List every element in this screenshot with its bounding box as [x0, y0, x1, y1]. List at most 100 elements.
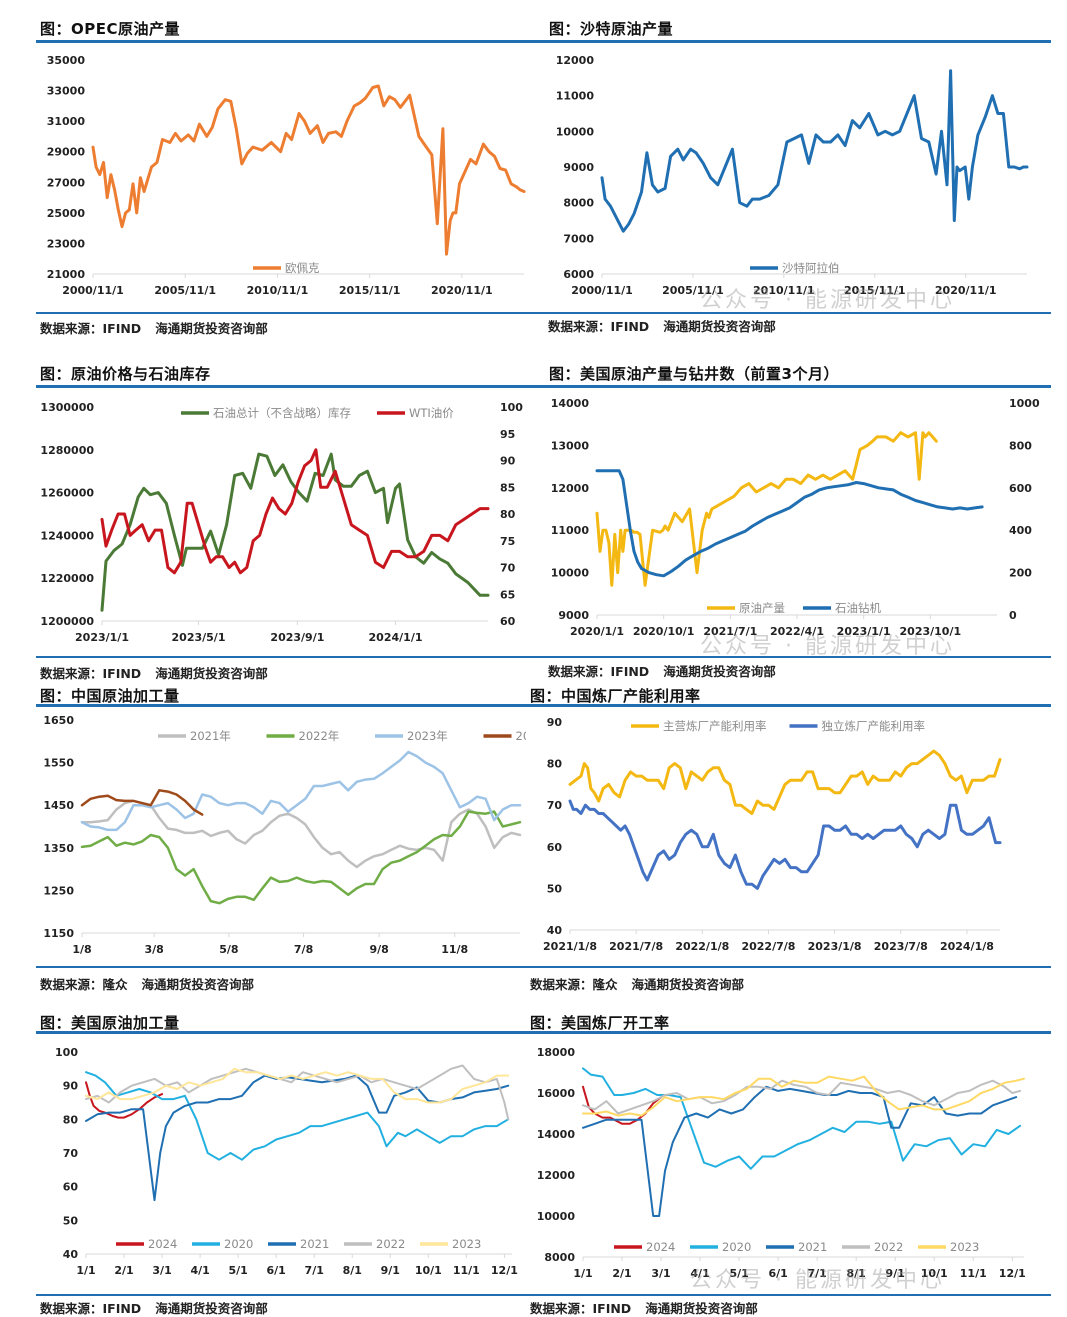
- source-provider: 数据来源：IFIND: [40, 1301, 142, 1316]
- x-tick-label: 2021/7/8: [609, 940, 663, 953]
- y-tick-label: 40: [547, 924, 563, 937]
- series-line-石油总计（不含战略）库存: [100, 452, 490, 612]
- y-tick-label: 12000: [556, 54, 595, 67]
- x-tick-label: 6/1: [768, 1267, 787, 1280]
- x-tick-label: 2023/9/1: [270, 631, 324, 644]
- x-tick-label: 2015/11/1: [844, 284, 906, 297]
- y-tick-label: 35000: [47, 54, 86, 67]
- y-tick-label: 23000: [47, 237, 86, 250]
- y2-tick-label: 70: [500, 562, 516, 575]
- y-tick-label: 1220000: [40, 572, 94, 585]
- series-line-2023: [85, 1067, 510, 1104]
- y-tick-label: 29000: [47, 146, 86, 159]
- source-dept: 海通期货投资咨询部: [155, 321, 268, 336]
- x-tick-label: 5/1: [228, 1264, 247, 1277]
- y-tick-label: 12000: [551, 482, 590, 495]
- data-source-us-production-rigs: 数据来源：IFIND 海通期货投资咨询部: [548, 661, 776, 680]
- y-tick-label: 1550: [43, 757, 74, 770]
- y-tick-label: 50: [63, 1214, 79, 1227]
- y-tick-label: 80: [547, 758, 563, 771]
- y-tick-label: 1150: [43, 927, 74, 940]
- x-tick-label: 5/1: [729, 1267, 748, 1280]
- x-tick-label: 7/1: [305, 1264, 324, 1277]
- x-tick-label: 2022/7/8: [741, 940, 795, 953]
- legend-label: 2024: [148, 1237, 177, 1251]
- x-tick-label: 2020/11/1: [431, 284, 493, 297]
- series-line-2022: [582, 1079, 1022, 1115]
- y-tick-label: 50: [547, 882, 563, 895]
- x-tick-label: 2023/1/1: [837, 625, 891, 638]
- legend-label: 2021: [798, 1240, 827, 1254]
- y-tick-label: 60: [63, 1181, 79, 1194]
- source-provider: 数据来源：IFIND: [548, 319, 650, 334]
- y-tick-label: 14000: [537, 1128, 576, 1141]
- chart-title-us-runs: 图：美国原油加工量: [40, 1014, 180, 1032]
- y2-tick-label: 800: [1009, 439, 1032, 452]
- y-tick-label: 1450: [43, 799, 74, 812]
- x-tick-label: 1/1: [76, 1264, 95, 1277]
- y-tick-label: 11000: [556, 90, 595, 103]
- y-tick-label: 7000: [563, 232, 594, 245]
- y2-tick-label: 85: [500, 481, 515, 494]
- data-source-us-utilization: 数据来源：IFIND 海通期货投资咨询部: [530, 1298, 758, 1317]
- y-tick-label: 13000: [551, 439, 590, 452]
- y-tick-label: 90: [63, 1080, 79, 1093]
- source-provider: 数据来源：IFIND: [40, 321, 142, 336]
- title-rule: [36, 1031, 1051, 1034]
- chart-us-runs: 40 50 60 70 80 90 100 1/1 2/1 3/1 4/1 5/1 6/1 7/1 8/1 9…: [55, 1046, 518, 1277]
- y2-tick-label: 90: [500, 455, 516, 468]
- legend-label: 2023: [452, 1237, 481, 1251]
- y-tick-label: 9000: [558, 609, 589, 622]
- legend-label: 2022: [376, 1237, 405, 1251]
- source-dept: 海通期货投资咨询部: [141, 977, 255, 992]
- y2-tick-label: 1000: [1009, 397, 1040, 410]
- legend-label: 2021: [300, 1237, 329, 1251]
- y-tick-label: 1650: [43, 714, 74, 727]
- y-tick-label: 33000: [47, 85, 86, 98]
- y-tick-label: 1240000: [40, 529, 94, 542]
- source-rule: [36, 966, 1051, 968]
- x-tick-label: 2024/1/1: [369, 631, 423, 644]
- y-tick-label: 1300000: [40, 401, 94, 414]
- y-tick-label: 18000: [537, 1046, 576, 1059]
- series-line-2020: [582, 1067, 1022, 1170]
- data-source-china-runs: 数据来源：隆众 海通期货投资咨询部: [40, 974, 254, 993]
- series-line-沙特阿拉伯: [600, 69, 1029, 233]
- source-rule: [36, 312, 1051, 314]
- x-tick-label: 7/8: [294, 943, 313, 956]
- series-line-2024: [582, 1085, 663, 1125]
- chart-us-production-rigs: 9000 10000 11000 12000 13000 14000 0 200 400 600 8…: [551, 397, 1040, 638]
- y-tick-label: 90: [547, 716, 563, 729]
- x-tick-label: 2022/4/1: [770, 625, 824, 638]
- source-provider: 数据来源：隆众: [530, 977, 618, 992]
- series-line-石油钻机: [595, 469, 984, 578]
- y2-tick-label: 200: [1009, 567, 1032, 580]
- x-tick-label: 11/1: [960, 1267, 987, 1280]
- y-tick-label: 9000: [563, 161, 594, 174]
- series-line-2023年: [80, 750, 522, 832]
- x-tick-label: 2023/1/1: [75, 631, 129, 644]
- data-source-us-runs: 数据来源：IFIND 海通期货投资咨询部: [40, 1298, 268, 1317]
- legend-label: 沙特阿拉伯: [782, 261, 840, 275]
- source-dept: 海通期货投资咨询部: [155, 1301, 268, 1316]
- x-tick-label: 2023/10/1: [900, 625, 962, 638]
- source-provider: 数据来源：IFIND: [548, 664, 650, 679]
- chart-opec-production: 21000 23000 25000 27000 29000 31000 33000 35000…: [47, 54, 526, 297]
- y2-tick-label: 400: [1009, 524, 1032, 537]
- data-source-price-inventory: 数据来源：IFIND 海通期货投资咨询部: [40, 663, 268, 682]
- legend-label: 2024: [516, 729, 527, 743]
- legend-label: 2022年: [299, 729, 340, 743]
- y2-tick-label: 80: [500, 508, 516, 521]
- legend-label: WTI油价: [409, 406, 454, 420]
- source-provider: 数据来源：IFIND: [40, 666, 142, 681]
- x-tick-label: 2010/11/1: [247, 284, 309, 297]
- y2-tick-label: 100: [500, 401, 523, 414]
- x-tick-label: 2/1: [612, 1267, 631, 1280]
- x-tick-label: 2020/10/1: [633, 625, 695, 638]
- chart-price-inventory: 1200000 1220000 1240000 1260000 1280000 13000…: [40, 401, 523, 644]
- legend-label: 2023年: [407, 729, 448, 743]
- title-rule: [36, 40, 1051, 43]
- x-tick-label: 9/8: [369, 943, 388, 956]
- y-tick-label: 11000: [551, 524, 590, 537]
- y-tick-label: 10000: [556, 125, 595, 138]
